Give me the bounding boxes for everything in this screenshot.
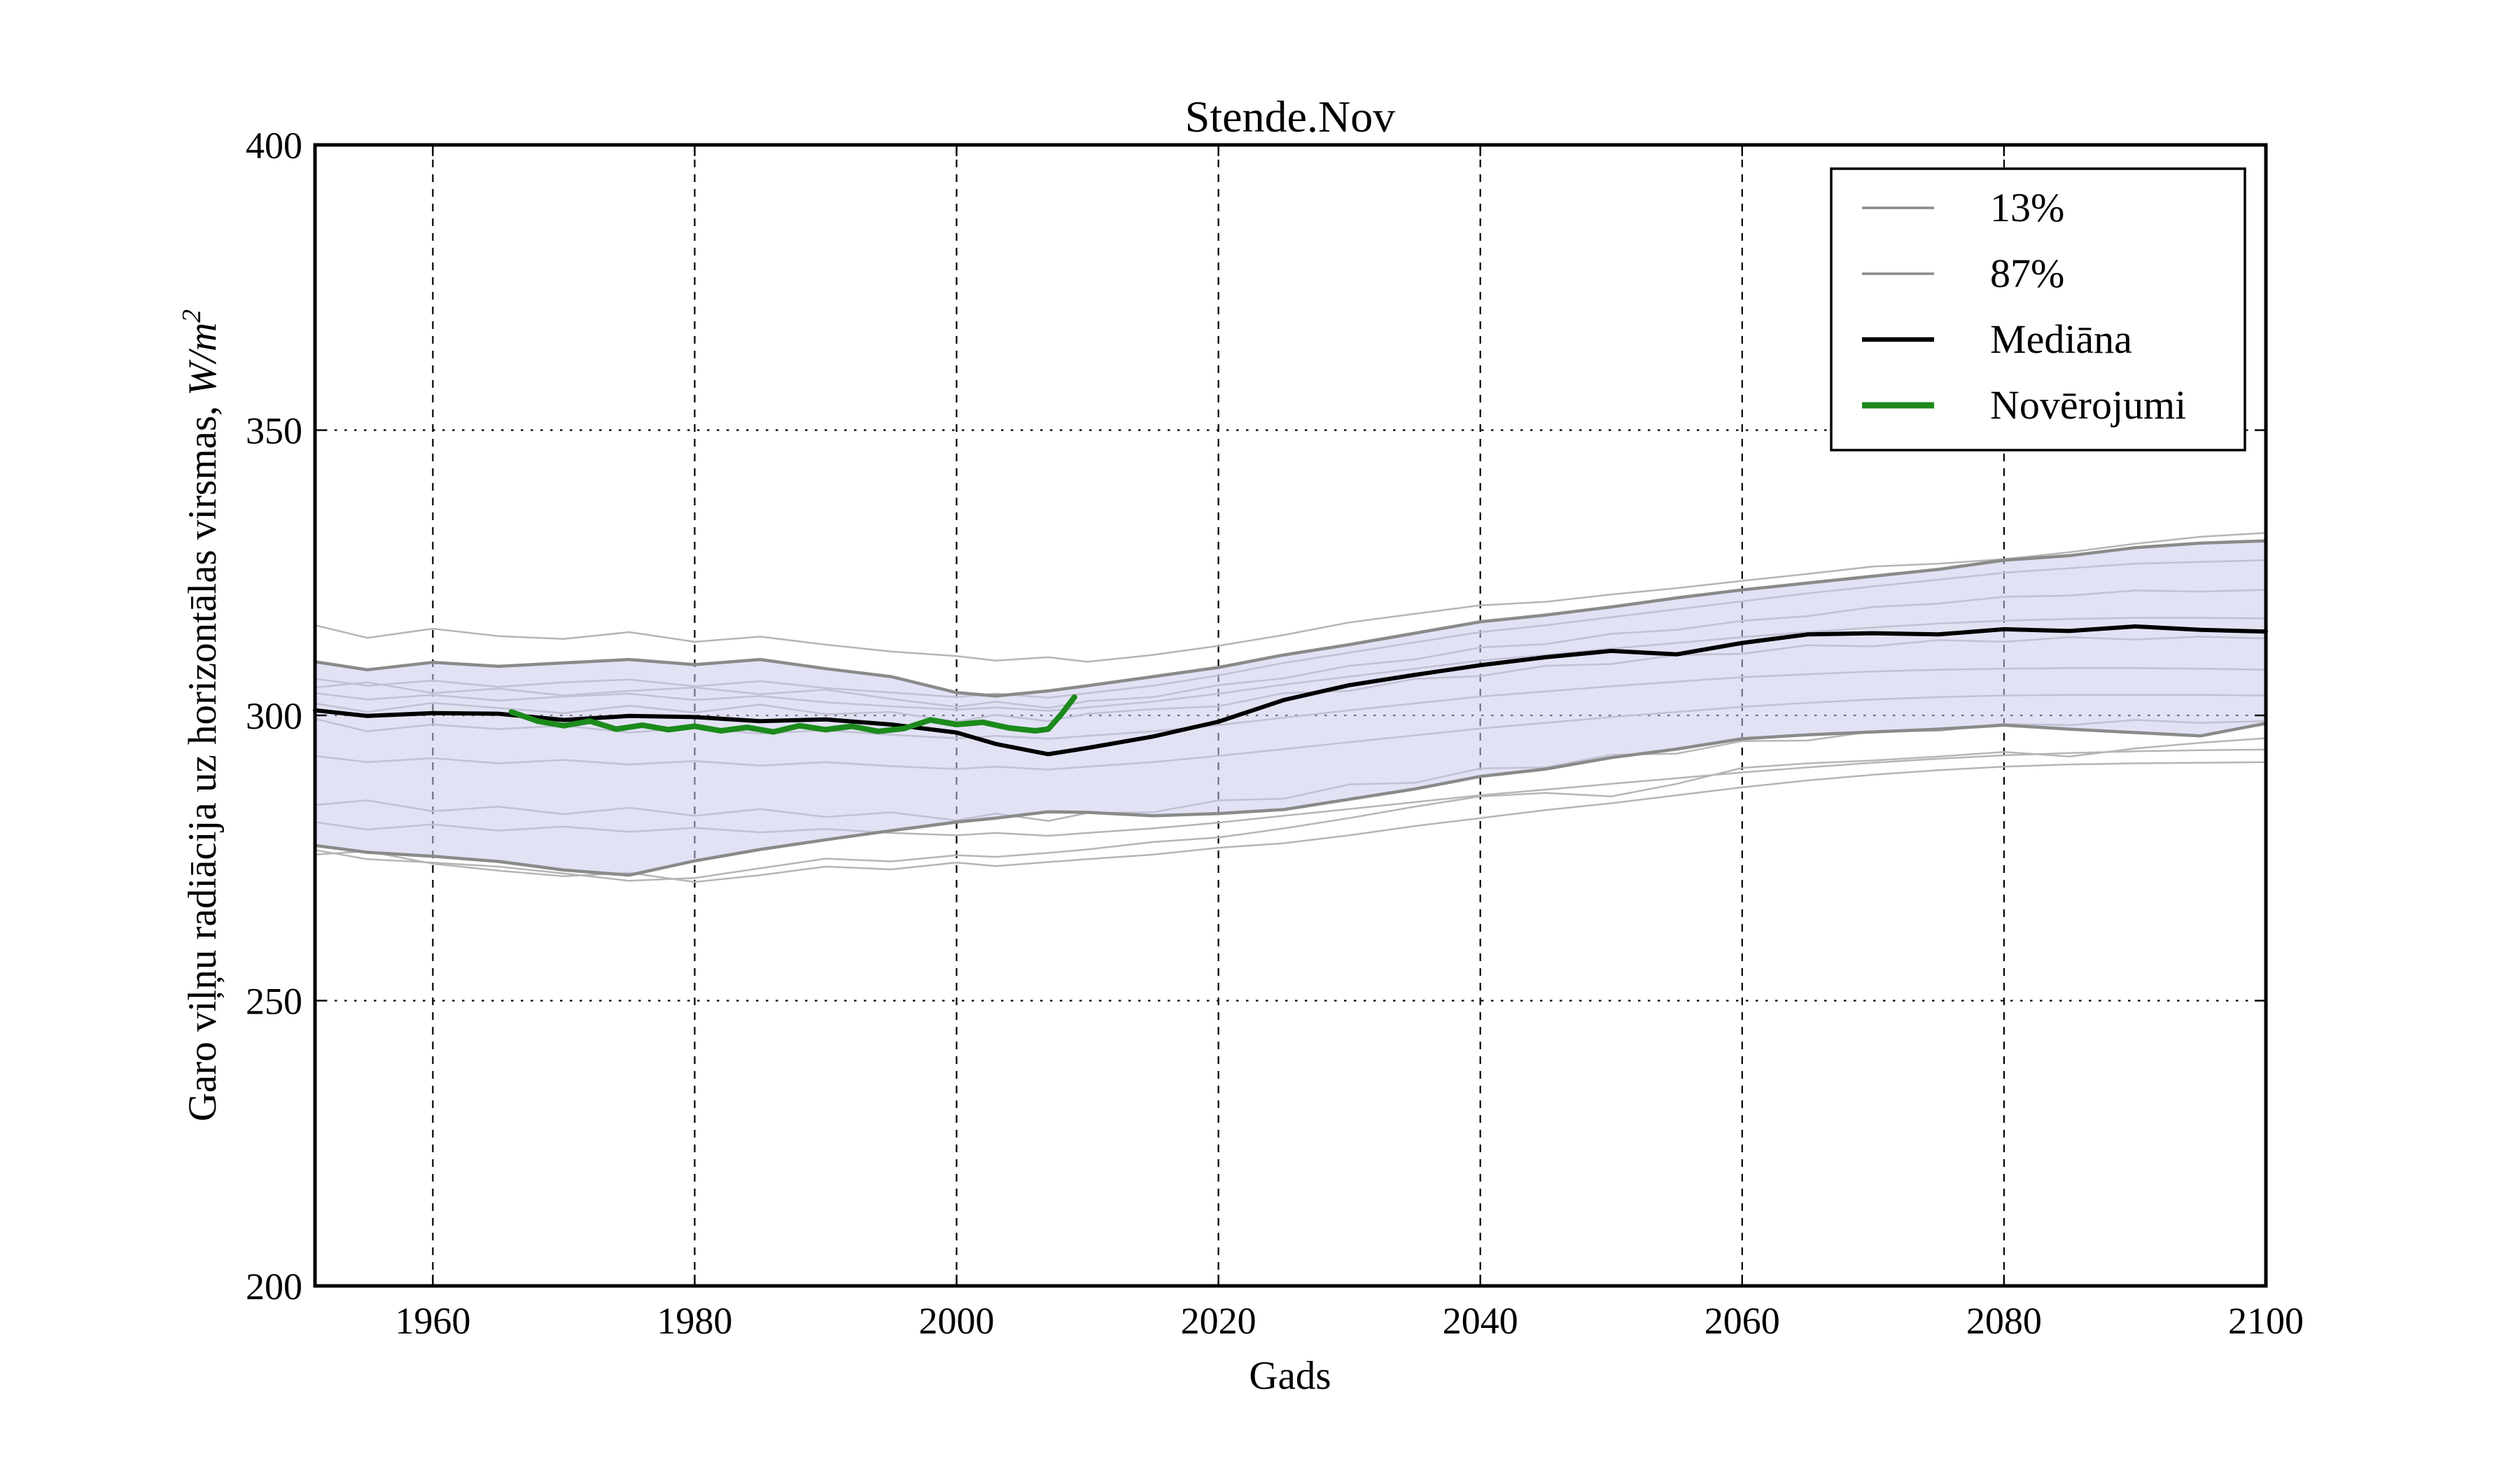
observations-line bbox=[508, 694, 1077, 735]
median-line bbox=[313, 624, 2268, 757]
x-axis-label: Gads bbox=[1249, 1354, 1331, 1398]
y-tick-label-250: 250 bbox=[246, 981, 302, 1023]
x-tick-label-2080: 2080 bbox=[1966, 1300, 2042, 1342]
data-series bbox=[313, 531, 2268, 883]
y-tick-label-200: 200 bbox=[246, 1266, 302, 1308]
legend-label-13pct: 13% bbox=[1990, 185, 2064, 230]
legend-label-observations: Novērojumi bbox=[1990, 382, 2186, 428]
percentile-band bbox=[315, 540, 2266, 876]
x-tick-label-2020: 2020 bbox=[1181, 1300, 1256, 1342]
ensemble-run-line-1 bbox=[314, 531, 2267, 663]
x-tick-label-2040: 2040 bbox=[1443, 1300, 1518, 1342]
x-tick-label-2100: 2100 bbox=[2228, 1300, 2304, 1342]
x-tick-label-2000: 2000 bbox=[919, 1300, 995, 1342]
x-tick-label-1960: 1960 bbox=[395, 1300, 470, 1342]
percentile-13-line bbox=[313, 722, 2268, 877]
legend-label-median: Mediāna bbox=[1990, 316, 2132, 362]
axes-frame bbox=[313, 143, 2268, 1288]
chart-title: Stende.Nov bbox=[1185, 92, 1395, 141]
y-axis-label-superscript: 2 bbox=[177, 309, 206, 323]
x-tick-label-1980: 1980 bbox=[657, 1300, 732, 1342]
y-axis-label-units: W/m bbox=[181, 323, 225, 396]
tick-labels: 1960 1980 2000 2020 2040 2060 2080 2100 200 250 30… bbox=[246, 125, 2304, 1342]
y-axis-label-text: Garo viļņu radiācija uz horizontālas vir… bbox=[181, 396, 225, 1121]
y-tick-label-350: 350 bbox=[246, 410, 302, 452]
percentile-87-line bbox=[313, 539, 2268, 698]
ensemble-run-line-10 bbox=[314, 737, 2267, 882]
legend: 13% 87% Mediāna Novērojumi bbox=[1830, 167, 2246, 451]
y-tick-label-300: 300 bbox=[246, 695, 302, 737]
x-tick-label-2060: 2060 bbox=[1704, 1300, 1780, 1342]
y-tick-label-400: 400 bbox=[246, 125, 302, 167]
y-axis-label: Garo viļņu radiācija uz horizontālas vir… bbox=[177, 309, 225, 1121]
legend-label-87pct: 87% bbox=[1990, 251, 2064, 296]
